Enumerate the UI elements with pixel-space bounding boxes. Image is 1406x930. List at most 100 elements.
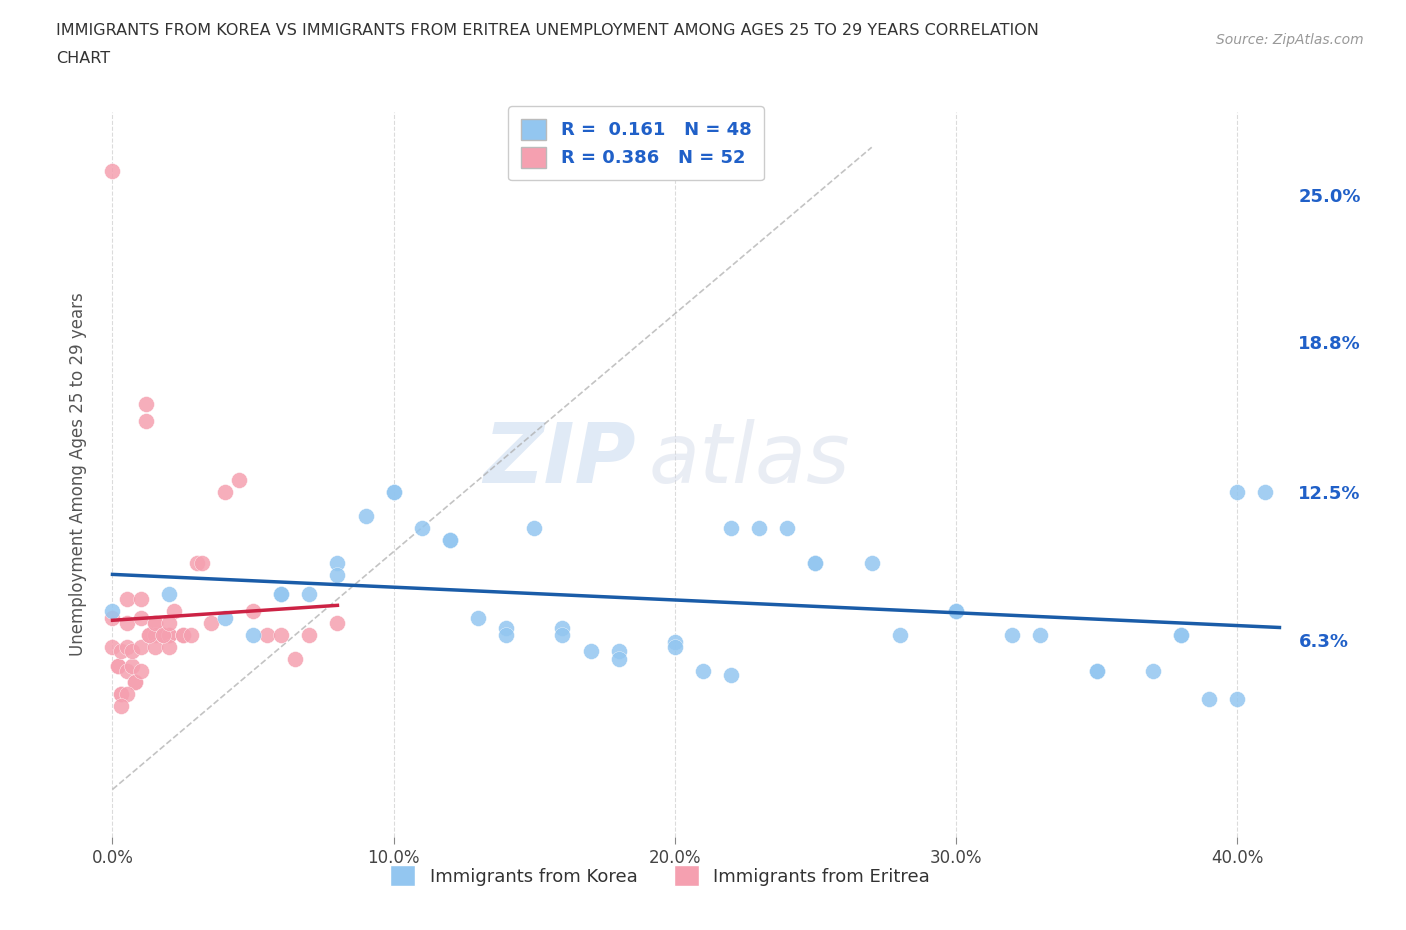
Point <box>121 658 143 673</box>
Point <box>107 658 129 673</box>
Point <box>607 644 630 659</box>
Point <box>157 628 180 643</box>
Point <box>129 611 152 626</box>
Point <box>115 687 138 702</box>
Point <box>439 532 461 547</box>
Point <box>748 521 770 536</box>
Point <box>804 556 827 571</box>
Point <box>121 644 143 659</box>
Text: IMMIGRANTS FROM KOREA VS IMMIGRANTS FROM ERITREA UNEMPLOYMENT AMONG AGES 25 TO 2: IMMIGRANTS FROM KOREA VS IMMIGRANTS FROM… <box>56 23 1039 38</box>
Point <box>1198 692 1220 707</box>
Point <box>1170 628 1192 643</box>
Point <box>228 472 250 487</box>
Point <box>467 611 489 626</box>
Point <box>270 628 292 643</box>
Point <box>115 616 138 631</box>
Point <box>495 620 517 635</box>
Point <box>115 639 138 654</box>
Point <box>101 611 124 626</box>
Point <box>326 556 349 571</box>
Point <box>157 639 180 654</box>
Point <box>298 587 321 602</box>
Point <box>129 663 152 678</box>
Point <box>107 658 129 673</box>
Point <box>804 556 827 571</box>
Point <box>270 587 292 602</box>
Point <box>214 485 236 499</box>
Point <box>138 628 160 643</box>
Point <box>411 521 433 536</box>
Point <box>157 587 180 602</box>
Point <box>382 485 405 499</box>
Point <box>284 651 307 666</box>
Point <box>214 611 236 626</box>
Point <box>692 663 714 678</box>
Point <box>1085 663 1108 678</box>
Point <box>664 639 686 654</box>
Point <box>1226 692 1249 707</box>
Point <box>579 644 602 659</box>
Point <box>256 628 278 643</box>
Point <box>439 532 461 547</box>
Point <box>129 591 152 606</box>
Point <box>1142 663 1164 678</box>
Point <box>135 397 157 412</box>
Point <box>115 663 138 678</box>
Point <box>143 639 166 654</box>
Point <box>110 687 132 702</box>
Point <box>200 616 222 631</box>
Point <box>152 628 174 643</box>
Text: atlas: atlas <box>648 419 849 500</box>
Point <box>720 521 742 536</box>
Point <box>889 628 911 643</box>
Point <box>124 675 146 690</box>
Point <box>1226 485 1249 499</box>
Point <box>186 556 208 571</box>
Point <box>110 687 132 702</box>
Point <box>172 628 194 643</box>
Point <box>1029 628 1052 643</box>
Point <box>191 556 214 571</box>
Point <box>495 628 517 643</box>
Point <box>143 616 166 631</box>
Y-axis label: Unemployment Among Ages 25 to 29 years: Unemployment Among Ages 25 to 29 years <box>69 292 87 657</box>
Legend: Immigrants from Korea, Immigrants from Eritrea: Immigrants from Korea, Immigrants from E… <box>382 858 938 893</box>
Point <box>720 668 742 683</box>
Point <box>180 628 202 643</box>
Point <box>945 604 967 618</box>
Point <box>157 628 180 643</box>
Point <box>115 591 138 606</box>
Point <box>242 604 264 618</box>
Point <box>138 628 160 643</box>
Text: CHART: CHART <box>56 51 110 66</box>
Point <box>1170 628 1192 643</box>
Point <box>135 413 157 428</box>
Point <box>143 616 166 631</box>
Text: ZIP: ZIP <box>484 419 637 500</box>
Point <box>551 620 574 635</box>
Point <box>101 604 124 618</box>
Point <box>1001 628 1024 643</box>
Point <box>270 587 292 602</box>
Point <box>298 628 321 643</box>
Point <box>945 604 967 618</box>
Point <box>124 675 146 690</box>
Point <box>143 628 166 643</box>
Point <box>129 639 152 654</box>
Point <box>860 556 883 571</box>
Point <box>1254 485 1277 499</box>
Point <box>551 628 574 643</box>
Point <box>326 568 349 583</box>
Point <box>523 521 546 536</box>
Point <box>110 698 132 713</box>
Point <box>172 628 194 643</box>
Point <box>776 521 799 536</box>
Point <box>101 164 124 179</box>
Point <box>664 634 686 649</box>
Point <box>607 651 630 666</box>
Point <box>152 628 174 643</box>
Point <box>382 485 405 499</box>
Point <box>152 628 174 643</box>
Point <box>110 644 132 659</box>
Point <box>1085 663 1108 678</box>
